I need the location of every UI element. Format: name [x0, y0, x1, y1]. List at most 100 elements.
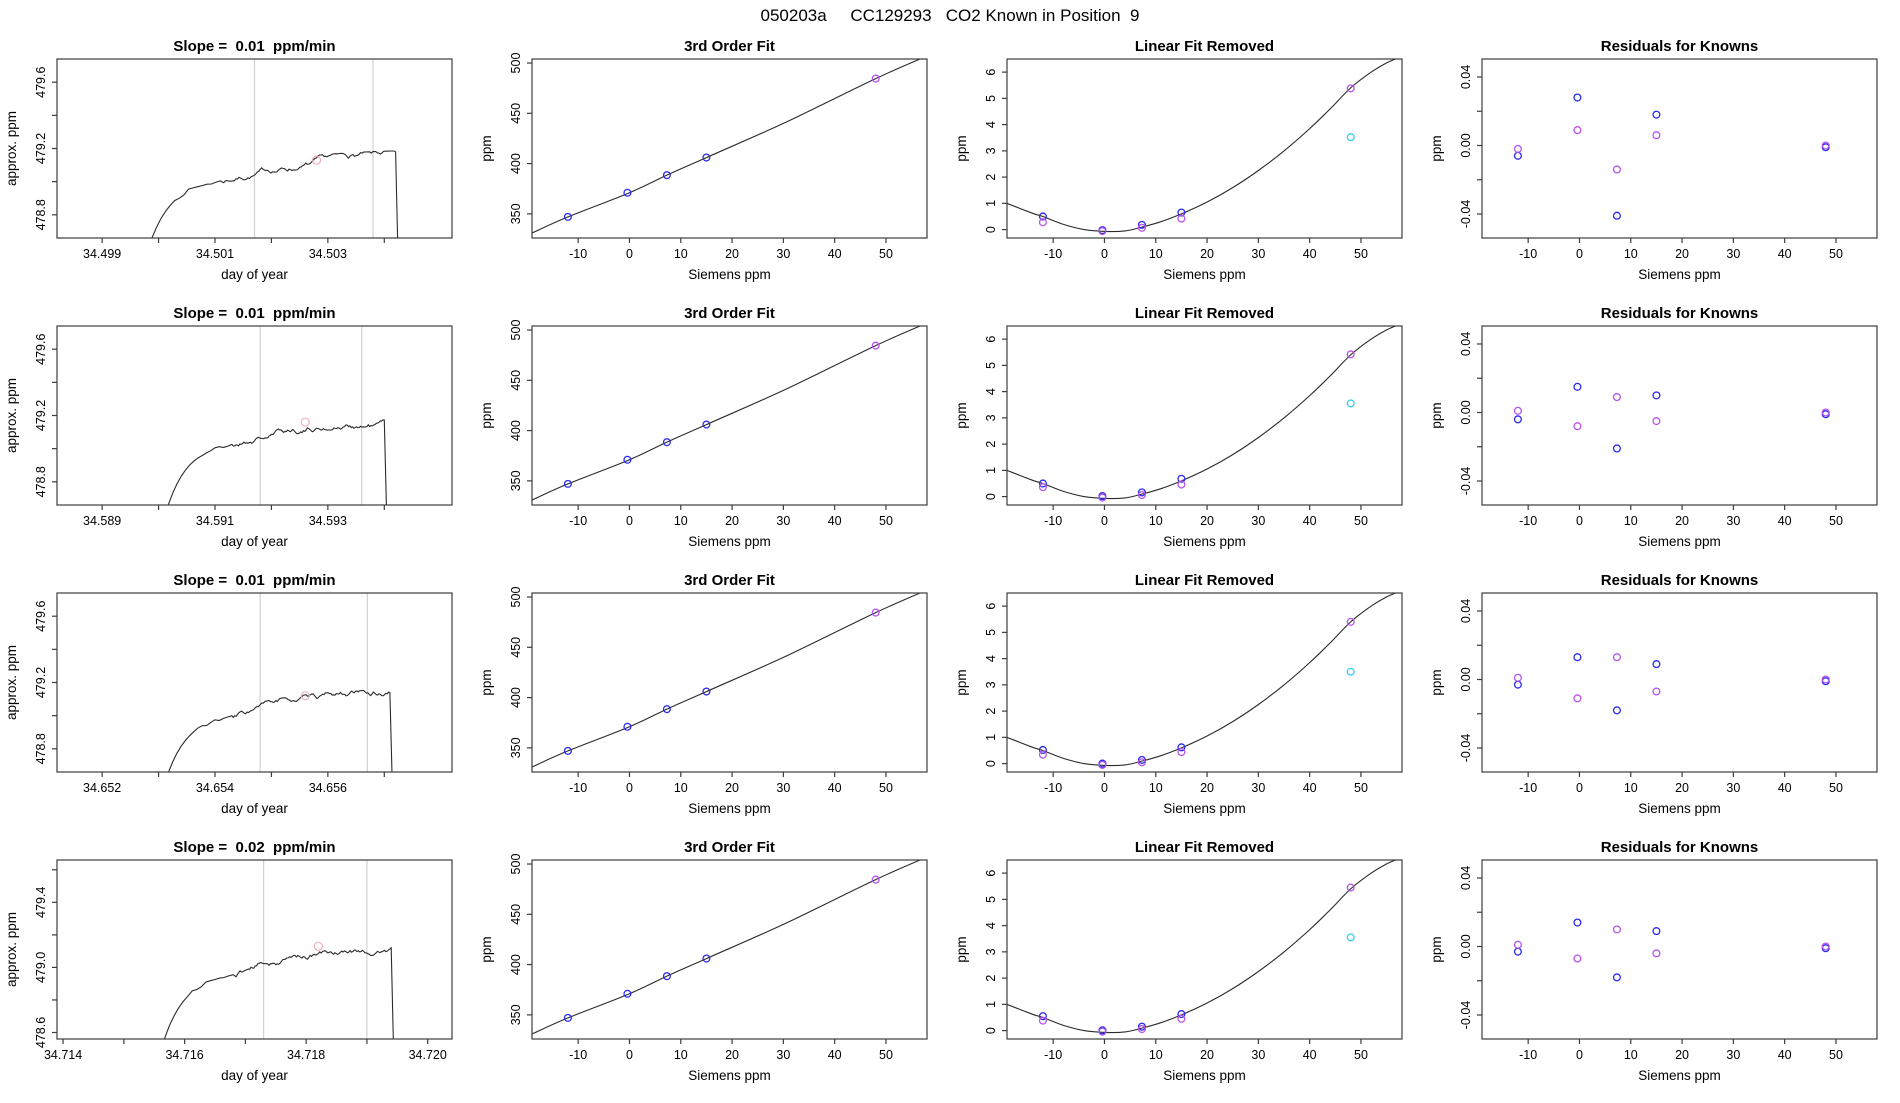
y-axis-label: ppm [1429, 135, 1444, 161]
y-axis-label: ppm [479, 669, 494, 695]
chart-fit: -10 0 10 20 30 40 50 350 400 450 500 3rd Order Fit S… [479, 305, 928, 549]
x-tick-label: 34.718 [287, 1048, 325, 1062]
y-tick-label: 0 [984, 226, 998, 233]
data-point-blue [702, 420, 711, 429]
data-point-purple [1137, 490, 1146, 500]
y-tick-label: 2 [984, 708, 998, 715]
x-tick-label: 20 [1200, 247, 1214, 261]
data-point-blue [1652, 391, 1661, 400]
x-tick-label: 50 [1354, 247, 1368, 261]
y-tick-label: 400 [509, 153, 523, 174]
panel-row4-slope: 34.714 34.716 34.718 34.720 478.6 479.0 479.4 S… [0, 831, 475, 1098]
plot-box [1481, 859, 1878, 1040]
x-tick-label: -10 [1044, 1048, 1062, 1062]
data-point-blue [563, 479, 572, 488]
data-point-blue [1573, 918, 1582, 927]
data-point-blue [1177, 743, 1186, 752]
data-point-purple [1038, 218, 1047, 227]
data-point-purple [1346, 883, 1355, 892]
y-tick-label: 4 [984, 922, 998, 929]
x-axis-label: day of year [221, 801, 288, 816]
x-tick-label: -10 [1519, 247, 1537, 261]
y-tick-label: 500 [509, 53, 523, 74]
data-point-blue [1612, 211, 1621, 220]
data-point-purple [1821, 141, 1830, 150]
y-tick-label: 479.2 [34, 667, 48, 698]
x-tick-label: 10 [1149, 247, 1163, 261]
data-point-blue [1137, 220, 1146, 229]
panel-title: Slope = 0.01 ppm/min [173, 305, 335, 322]
fit-curve [1007, 593, 1397, 767]
x-axis-label: Siemens ppm [1638, 534, 1721, 549]
plot-box [1006, 592, 1403, 773]
data-point-blue [563, 746, 572, 755]
panel-row2-slope: 34.589 34.591 34.593 478.8 479.2 479.6 Slope =… [0, 297, 475, 564]
data-point-purple [1177, 1014, 1186, 1023]
data-point-cyan [1346, 399, 1355, 408]
data-point-blue [662, 972, 671, 981]
data-point-blue [563, 1013, 572, 1022]
x-tick-label: 20 [725, 247, 739, 261]
plot-box [1481, 325, 1878, 506]
data-point-purple [1177, 480, 1186, 489]
panel-row3-slope: 34.652 34.654 34.656 478.8 479.2 479.6 Slope =… [0, 564, 475, 831]
x-axis-label: Siemens ppm [688, 267, 771, 282]
y-axis-label: ppm [954, 669, 969, 695]
plot-box [1006, 859, 1403, 1040]
fit-curve [532, 593, 922, 768]
y-tick-label: 0.04 [1459, 332, 1473, 356]
data-point-blue [1612, 706, 1621, 715]
data-point-blue [702, 954, 711, 963]
y-tick-label: 350 [509, 1004, 523, 1025]
panel-title: Residuals for Knowns [1601, 305, 1759, 322]
data-point-purple [1038, 750, 1047, 759]
x-tick-label: 20 [1200, 514, 1214, 528]
y-tick-label: 450 [509, 103, 523, 124]
chart-slope: 34.714 34.716 34.718 34.720 478.6 479.0 479.4 S… [4, 839, 453, 1083]
x-tick-label: 40 [1303, 781, 1317, 795]
x-tick-label: 20 [725, 514, 739, 528]
panel-title: Residuals for Knowns [1601, 38, 1759, 55]
x-tick-label: 40 [828, 1048, 842, 1062]
data-point-blue [1038, 745, 1047, 755]
x-tick-label: 34.716 [165, 1048, 203, 1062]
y-axis-label: ppm [1429, 402, 1444, 428]
data-point-blue [1652, 927, 1661, 936]
x-tick-label: 50 [1354, 781, 1368, 795]
data-point-purple [1612, 653, 1621, 662]
x-tick-label: 50 [1829, 514, 1843, 528]
y-tick-label: -0.04 [1459, 467, 1473, 496]
panel-row4-resid: -10 0 10 20 30 40 50 -0.04 0.00 0.04 Residuals for… [1425, 831, 1900, 1098]
y-tick-label: 478.8 [34, 466, 48, 497]
y-tick-label: 4 [984, 388, 998, 395]
signal-curve [167, 689, 393, 772]
y-tick-label: 0.04 [1459, 599, 1473, 623]
fit-curve [532, 860, 922, 1035]
panel-row1-fit: -10 0 10 20 30 40 50 350 400 450 500 3rd Order Fit S… [475, 30, 950, 297]
y-tick-label: 500 [509, 854, 523, 875]
chart-resid: -10 0 10 20 30 40 50 -0.04 0.00 0.04 Residuals for… [1429, 305, 1878, 549]
x-tick-label: 0 [1101, 1048, 1108, 1062]
x-tick-label: 30 [776, 781, 790, 795]
y-tick-label: 479.6 [34, 334, 48, 365]
data-point-blue [1177, 474, 1186, 483]
y-tick-label: 3 [984, 414, 998, 421]
panel-title: Slope = 0.01 ppm/min [173, 572, 335, 589]
x-tick-label: 10 [674, 247, 688, 261]
y-tick-label: 6 [984, 69, 998, 76]
data-point-purple [1573, 422, 1582, 431]
y-tick-label: 0.04 [1459, 65, 1473, 89]
signal-curve [163, 946, 394, 1039]
x-tick-label: 20 [1675, 514, 1689, 528]
y-axis-label: ppm [1429, 936, 1444, 962]
y-tick-label: 1 [984, 734, 998, 741]
x-axis-label: Siemens ppm [688, 534, 771, 549]
x-tick-label: 50 [1829, 1048, 1843, 1062]
x-tick-label: 10 [1624, 247, 1638, 261]
x-tick-label: 20 [1675, 247, 1689, 261]
y-tick-label: 0.04 [1459, 866, 1473, 890]
panel-title: Slope = 0.02 ppm/min [173, 839, 335, 856]
fit-curve [1007, 59, 1397, 233]
x-tick-label: -10 [1044, 514, 1062, 528]
fit-curve [532, 326, 922, 501]
